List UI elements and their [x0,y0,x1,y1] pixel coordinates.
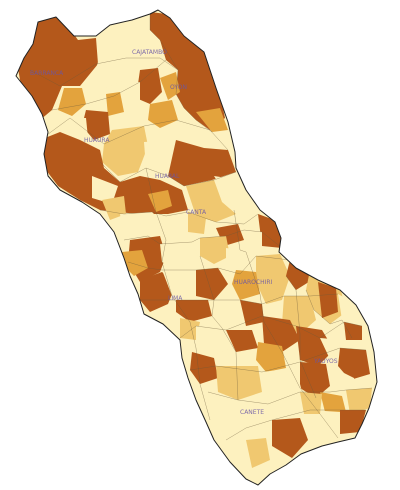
district-fill [338,348,370,380]
district-boundary [123,229,283,249]
district-fill [168,140,236,186]
province-label-lima: LIMA [168,295,183,302]
district-fill [296,326,334,366]
district-fill [70,118,88,140]
district-fill [216,366,262,400]
district-boundary [140,293,339,305]
district-fill [346,388,372,414]
district-fill [92,58,126,88]
district-fill [256,254,290,304]
district-fill [196,326,232,356]
district-fill [106,92,124,116]
province-label-yauyos: YAUYOS [313,358,338,365]
district-fill [58,88,86,116]
district-boundary [305,289,353,339]
district-fill [196,268,228,300]
district-boundary [225,409,366,441]
district-fill [92,176,118,204]
district-boundary [179,315,363,339]
district-fill [340,410,366,434]
district-fill [246,438,270,468]
province-label-huaral: HUARAL [155,173,180,180]
district-fill [300,362,330,398]
province-label-oyon: OYÓN [170,84,187,91]
district-fill [318,282,338,318]
district-fill [272,418,308,458]
district-fill [226,330,258,352]
district-boundary [145,167,211,421]
district-fill [188,212,206,234]
district-fill [212,300,240,328]
district-boundary [99,209,259,225]
district-fill [344,322,362,340]
province-label-huarochiri: HUAROCHIRÍ [234,279,273,286]
district-fill [160,72,180,100]
district-fill [150,12,225,130]
district-boundary [149,14,213,133]
district-boundary [189,347,367,373]
district-fill [310,410,340,442]
district-boundary [39,117,229,151]
district-fill [234,190,260,224]
province-label-canete: CAÑETE [240,409,264,416]
district-boundary [29,57,179,87]
district-fill [166,216,188,242]
district-fill [176,300,212,322]
district-boundary [233,209,339,439]
district-fill [122,250,148,276]
district-fill [244,230,262,252]
district-fill [120,212,166,240]
district-boundary [51,59,167,111]
district-fill [262,316,300,352]
province-label-canta: CANTA [186,209,207,216]
district-fill [262,368,302,410]
district-fill [240,300,264,326]
district-boundary [127,255,291,275]
province-label-huaura: HUAURA [84,137,110,144]
district-fill [186,180,236,222]
district-boundary [199,255,239,401]
district-fill [148,190,172,212]
district-fill [162,270,196,296]
district-fill [136,68,162,104]
district-fill [256,342,286,372]
district-fill [128,36,160,68]
district-fill [200,236,230,264]
district-fill [196,108,228,132]
region-outline [15,9,378,486]
district-fill [160,242,200,270]
province-label-barranca: BARRANCA [30,70,64,77]
province-label-cajatambo: CAJATAMBO [132,49,167,56]
district-boundary [99,161,237,187]
district-fill [232,270,260,300]
district-fill [144,140,176,176]
district-fill [102,126,148,176]
district-boundary [285,275,317,399]
district-fill [300,392,322,414]
district-fill [226,248,262,274]
district-fill [208,392,246,440]
